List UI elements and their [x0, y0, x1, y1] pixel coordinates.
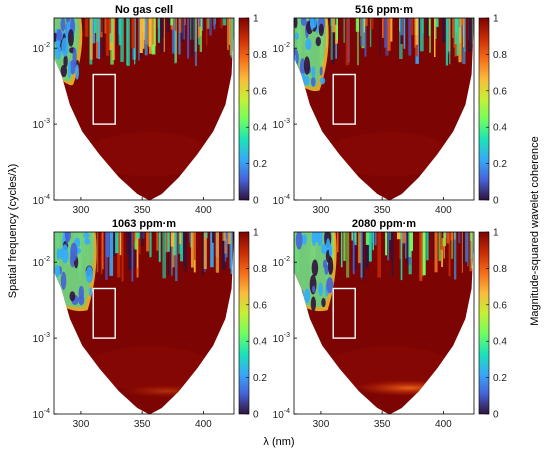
y-tick-label: 10-3 — [33, 118, 50, 131]
axes-frame — [53, 231, 235, 415]
colorbar-tick-label: 0.6 — [493, 300, 507, 311]
panels-group: No gas cell 300 350 400 10-4 10-3 10-2 0 0.2 0.4 0… — [33, 4, 508, 430]
x-tick-label: 300 — [73, 419, 90, 430]
panel-2: 516 ppm·m 300 350 400 10-4 10-3 10-2 0 0.2 0.4 0.6… — [273, 4, 508, 216]
panel-title: 2080 ppm·m — [352, 218, 416, 230]
colorbar-tick-label: 0.4 — [493, 337, 507, 348]
colorbar-tick-label: 0.2 — [253, 159, 267, 170]
highlight-box — [92, 287, 116, 339]
panel-1: No gas cell 300 350 400 10-4 10-3 10-2 0 0.2 0.4 0… — [33, 4, 268, 216]
axes-frame — [293, 231, 475, 415]
colorbar-tick-label: 1 — [253, 228, 259, 239]
colorbar-tick-label: 0 — [253, 410, 259, 421]
colorbar-tick-label: 0.6 — [493, 86, 507, 97]
y-tick-label: 10-3 — [273, 332, 290, 345]
colorbar-tick-label: 0 — [493, 410, 499, 421]
panel-4: 2080 ppm·m 300 350 400 10-4 10-3 10-2 0 0.2 0.4 0.… — [273, 218, 508, 430]
low-frequency-feature — [354, 380, 465, 397]
highlight-box — [332, 73, 356, 125]
colorbar-tick-label: 0.2 — [253, 373, 267, 384]
y-tick-label: 10-2 — [33, 42, 50, 55]
x-tick-label: 300 — [73, 205, 90, 216]
colorbar-tick-label: 0.2 — [493, 159, 507, 170]
colorbar-label: Magnitude-squared wavelet coherence — [529, 136, 541, 326]
colorbar-tick-label: 0.6 — [253, 86, 267, 97]
axes-frame — [53, 17, 235, 201]
x-tick-label: 350 — [134, 419, 151, 430]
colorbar-tick-label: 0.8 — [493, 50, 507, 61]
colorbar-tick-label: 0.8 — [253, 50, 267, 61]
colorbar-tick-label: 1 — [253, 14, 259, 25]
colorbar-tick-label: 0.4 — [493, 123, 507, 134]
colorbar — [238, 231, 250, 415]
axes-frame — [293, 17, 475, 201]
x-tick-label: 400 — [435, 419, 452, 430]
panel-title: 516 ppm·m — [355, 4, 413, 16]
x-tick-label: 350 — [134, 205, 151, 216]
colorbar — [478, 231, 490, 415]
y-tick-label: 10-2 — [273, 42, 290, 55]
panel-3: 1063 ppm·m 300 350 400 10-4 10-3 10-2 0 0.2 0.4 0.… — [33, 218, 268, 430]
colorbar-tick-label: 0.8 — [493, 264, 507, 275]
colorbar-tick-label: 0.4 — [253, 123, 267, 134]
highlight-box — [92, 73, 116, 125]
panel-title: 1063 ppm·m — [112, 218, 176, 230]
x-tick-label: 300 — [313, 419, 330, 430]
colorbar-tick-label: 1 — [493, 14, 499, 25]
colorbar-tick-label: 0.8 — [253, 264, 267, 275]
y-tick-label: 10-2 — [273, 256, 290, 269]
y-tick-label: 10-4 — [273, 194, 290, 207]
x-tick-label: 350 — [374, 205, 391, 216]
colorbar-tick-label: 0 — [493, 196, 499, 207]
highlight-box — [332, 287, 356, 339]
y-tick-label: 10-3 — [273, 118, 290, 131]
panel-title: No gas cell — [115, 4, 173, 16]
y-tick-label: 10-4 — [273, 408, 290, 421]
x-tick-label: 350 — [374, 419, 391, 430]
colorbar-tick-label: 0 — [253, 196, 259, 207]
colorbar-tick-label: 1 — [493, 228, 499, 239]
x-axis-label: λ (nm) — [263, 436, 294, 448]
x-tick-label: 400 — [435, 205, 452, 216]
colorbar-tick-label: 0.4 — [253, 337, 267, 348]
y-axis-label: Spatial frequency (cycles/λ) — [7, 164, 19, 299]
colorbar — [478, 17, 490, 201]
colorbar-tick-label: 0.6 — [253, 300, 267, 311]
y-tick-label: 10-2 — [33, 256, 50, 269]
y-tick-label: 10-4 — [33, 194, 50, 207]
y-tick-label: 10-4 — [33, 408, 50, 421]
x-tick-label: 400 — [195, 205, 212, 216]
x-tick-label: 300 — [313, 205, 330, 216]
colorbar-tick-label: 0.2 — [493, 373, 507, 384]
colorbar — [238, 17, 250, 201]
y-tick-label: 10-3 — [33, 332, 50, 345]
x-tick-label: 400 — [195, 419, 212, 430]
